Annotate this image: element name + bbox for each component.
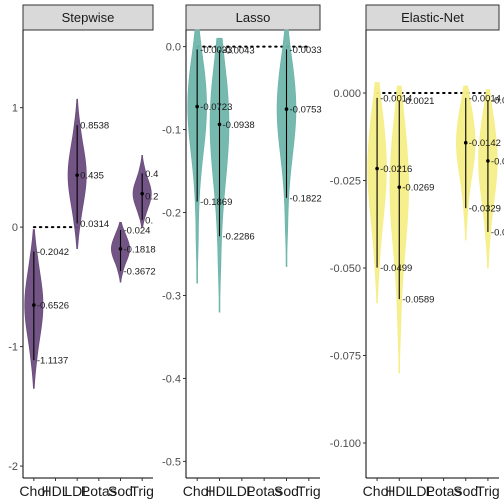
median-point-hdl [217,122,222,127]
value-label: 0.8538 [80,121,109,132]
y-tick-label: -0.025 [330,176,361,188]
y-tick-label: -1 [8,342,18,354]
x-tick-label: Potas [246,483,282,499]
value-label: -0.0033 [290,45,322,56]
median-point-chol [195,104,199,109]
x-tick-label: Potas [426,483,462,499]
value-label: -0.1822 [290,193,322,204]
facet-title: Lasso [236,10,271,25]
y-tick-label: 0.000 [333,88,361,100]
x-tick-label: Sod [108,483,133,499]
x-tick-label: Trig [297,483,321,499]
value-label: -0.1869 [200,197,232,208]
panel-elastic-net: Elastic-Net-0.0014-0.0216-0.0499-0.0021-… [330,4,504,499]
value-label: -0.002 [491,96,504,107]
value-label: -0.024 [124,226,151,237]
y-tick-label: -0.1 [162,125,181,137]
x-tick-label: Trig [476,483,500,499]
value-label: 0.435 [80,171,104,182]
median-point-trig [140,191,144,196]
value-label: 0.4 [145,169,158,180]
value-label: 0.2 [145,192,158,203]
value-label: -0.0269 [402,183,434,194]
median-point-trig [486,159,490,163]
value-label: -0.2042 [37,247,69,258]
y-tick-label: -0.2 [162,208,181,220]
panel-lasso: Lasso -0.0033 -0.0723 -0.1869 -0.0043 -0.0938… [162,4,322,499]
value-label: -0.2286 [223,232,255,243]
median-point-ldl [75,173,79,177]
median-point-chol [32,303,36,307]
x-tick-label: LDL [229,483,255,499]
y-tick-label: -0.050 [330,263,361,275]
value-label: -0.0753 [290,105,322,116]
value-label: -0.0329 [469,204,501,215]
x-tick-label: Chol [19,483,48,499]
y-tick-label: -0.075 [330,351,361,363]
facet-title: Stepwise [62,10,115,25]
y-tick-label: -0.100 [330,438,361,450]
value-label: 0.0314 [80,219,109,230]
value-label: -0.0723 [200,102,232,113]
median-point-sod [284,107,289,111]
value-label: -0.0021 [402,96,434,107]
x-tick-label: Sod [453,483,478,499]
value-label: -0.0938 [223,120,255,131]
x-tick-label: Potas [81,483,117,499]
y-tick-label: -0.5 [162,456,181,468]
x-tick-label: HDL [41,483,69,499]
value-label: -0.0397 [491,227,504,238]
x-tick-label: LDL [409,483,435,499]
median-point-hdl [397,185,402,189]
value-label: -0.6526 [37,301,69,312]
value-label: -0.0014 [469,93,501,104]
y-tick-label: -0.4 [162,373,181,385]
panel-stepwise: Stepwise -0.2042 -0.6526 -1.1137 0.8538 0.435… [8,4,158,499]
median-point-sod [463,140,468,145]
value-label: -0.0142 [469,138,501,149]
facet-strip [365,4,500,31]
x-tick-label: Chol [183,483,212,499]
x-tick-label: Trig [130,483,154,499]
y-tick-label: -0.3 [162,290,181,302]
value-label: -1.1137 [37,356,69,367]
value-label: -0.0033 [200,45,232,56]
x-tick-label: Chol [363,483,392,499]
median-point-sod [118,247,123,251]
value-label: -0.0589 [402,295,434,306]
x-tick-label: LDL [64,483,90,499]
y-tick-label: 0.0 [166,42,181,54]
x-tick-label: Sod [274,483,299,499]
value-label: -0.0499 [380,263,412,274]
x-tick-label: HDL [205,483,233,499]
facet-strip [185,4,321,31]
median-point-chol [375,166,379,171]
y-tick-label: 1 [12,103,18,115]
value-label: -0.1818 [124,244,156,255]
value-label: -0.0014 [380,93,412,104]
facet-title: Elastic-Net [401,10,464,25]
value-label: -0.0216 [380,164,412,175]
x-tick-label: HDL [385,483,413,499]
y-tick-label: 0 [12,222,18,234]
value-label: -0.3672 [124,266,156,277]
value-label: -0.0194 [491,156,504,167]
value-label: -0.0043 [223,46,255,57]
facet-strip [22,4,154,31]
y-tick-label: -2 [8,461,18,473]
value-label: 0. [145,215,153,226]
